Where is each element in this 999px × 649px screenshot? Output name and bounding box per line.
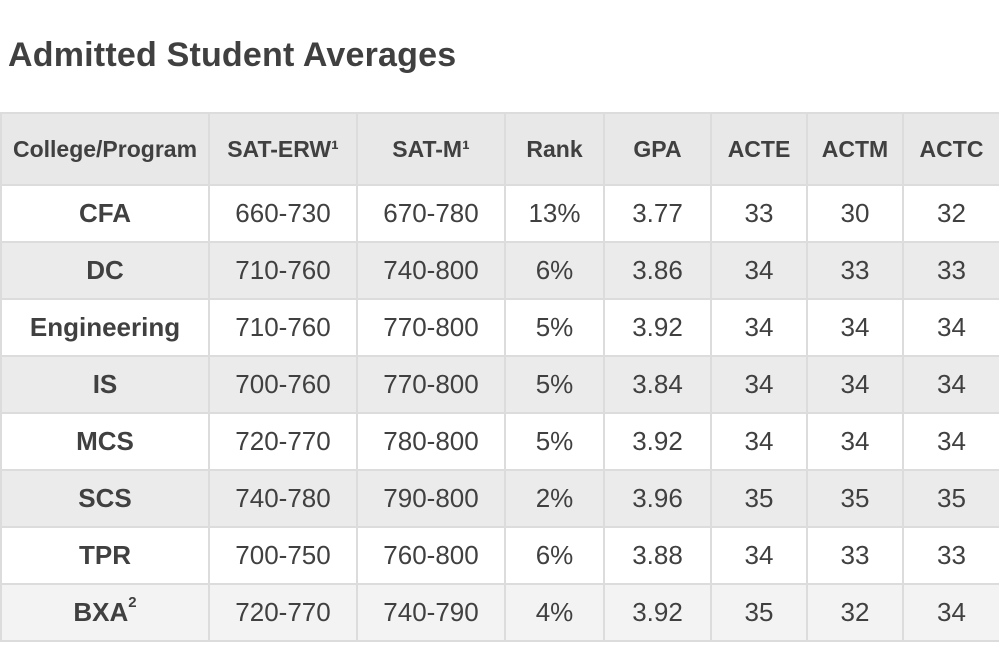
table-cell: 35 — [806, 469, 904, 528]
column-header: ACTM — [806, 112, 904, 186]
program-name: SCS — [78, 483, 132, 513]
program-name: IS — [92, 369, 118, 399]
table-cell: 33 — [710, 184, 808, 243]
program-name: CFA — [79, 198, 131, 228]
table-cell: 34 — [902, 583, 999, 642]
column-header: ACTC — [902, 112, 999, 186]
table-cell: 740-800 — [356, 241, 506, 300]
table-cell: 35 — [710, 583, 808, 642]
table-row: MCS 720-770 780-800 5% 3.92 34 34 34 — [0, 412, 999, 471]
column-header: GPA — [603, 112, 712, 186]
table-cell: 770-800 — [356, 298, 506, 357]
program-name: MCS — [76, 426, 134, 456]
column-header: SAT-ERW¹ — [208, 112, 358, 186]
column-header: College/Program — [0, 112, 210, 186]
table-cell: 34 — [710, 241, 808, 300]
table-cell: 34 — [710, 298, 808, 357]
table-cell: 790-800 — [356, 469, 506, 528]
program-name: DC — [86, 255, 124, 285]
table-cell: 33 — [902, 241, 999, 300]
table-cell: 33 — [806, 241, 904, 300]
table-cell: 13% — [504, 184, 605, 243]
program-cell: MCS — [0, 412, 210, 471]
program-cell: TPR — [0, 526, 210, 585]
table-cell: 33 — [902, 526, 999, 585]
table-cell: 35 — [710, 469, 808, 528]
table-cell: 5% — [504, 298, 605, 357]
footnote-marker: 2 — [128, 594, 137, 611]
program-cell: DC — [0, 241, 210, 300]
table-cell: 34 — [902, 412, 999, 471]
table-cell: 2% — [504, 469, 605, 528]
table-cell: 34 — [806, 298, 904, 357]
table-cell: 34 — [902, 355, 999, 414]
table-cell: 760-800 — [356, 526, 506, 585]
program-cell: IS — [0, 355, 210, 414]
program-name: BXA — [73, 597, 129, 627]
program-name: TPR — [79, 540, 131, 570]
table-cell: 3.92 — [603, 298, 712, 357]
table-row: Engineering 710-760 770-800 5% 3.92 34 34 34 — [0, 298, 999, 357]
table-cell: 710-760 — [208, 298, 358, 357]
table-cell: 720-770 — [208, 583, 358, 642]
table-row: TPR 700-750 760-800 6% 3.88 34 33 33 — [0, 526, 999, 585]
table-cell: 3.88 — [603, 526, 712, 585]
table-cell: 34 — [710, 355, 808, 414]
table-cell: 32 — [902, 184, 999, 243]
program-cell: SCS — [0, 469, 210, 528]
table-cell: 30 — [806, 184, 904, 243]
table-cell: 780-800 — [356, 412, 506, 471]
table-cell: 5% — [504, 412, 605, 471]
table-cell: 34 — [902, 298, 999, 357]
program-cell: Engineering — [0, 298, 210, 357]
table-cell: 4% — [504, 583, 605, 642]
program-cell: CFA — [0, 184, 210, 243]
program-name: Engineering — [29, 312, 181, 342]
table-cell: 700-760 — [208, 355, 358, 414]
table-header-row: College/Program SAT-ERW¹ SAT-M¹ Rank GPA ACTE… — [0, 112, 999, 186]
program-cell: BXA2 — [0, 583, 210, 642]
table-cell: 670-780 — [356, 184, 506, 243]
table-cell: 6% — [504, 241, 605, 300]
table-cell: 700-750 — [208, 526, 358, 585]
table-row: CFA 660-730 670-780 13% 3.77 33 30 32 — [0, 184, 999, 243]
table-cell: 33 — [806, 526, 904, 585]
table-cell: 740-780 — [208, 469, 358, 528]
table-row: BXA2 720-770 740-790 4% 3.92 35 32 34 — [0, 583, 999, 642]
table-cell: 770-800 — [356, 355, 506, 414]
table-cell: 3.96 — [603, 469, 712, 528]
table-cell: 34 — [710, 526, 808, 585]
table-cell: 3.86 — [603, 241, 712, 300]
table-cell: 6% — [504, 526, 605, 585]
table-cell: 3.92 — [603, 583, 712, 642]
table-cell: 34 — [806, 412, 904, 471]
column-header: SAT-M¹ — [356, 112, 506, 186]
table-cell: 3.84 — [603, 355, 712, 414]
table-row: DC 710-760 740-800 6% 3.86 34 33 33 — [0, 241, 999, 300]
table-cell: 34 — [806, 355, 904, 414]
table-cell: 710-760 — [208, 241, 358, 300]
table-cell: 660-730 — [208, 184, 358, 243]
table-cell: 35 — [902, 469, 999, 528]
column-header: ACTE — [710, 112, 808, 186]
table-cell: 34 — [710, 412, 808, 471]
table-cell: 740-790 — [356, 583, 506, 642]
table-cell: 720-770 — [208, 412, 358, 471]
table-cell: 5% — [504, 355, 605, 414]
table-body: CFA 660-730 670-780 13% 3.77 33 30 32 DC 710-760 7… — [0, 184, 999, 642]
table-row: SCS 740-780 790-800 2% 3.96 35 35 35 — [0, 469, 999, 528]
column-header: Rank — [504, 112, 605, 186]
page-title: Admitted Student Averages — [8, 36, 457, 74]
table-cell: 3.77 — [603, 184, 712, 243]
admitted-averages-table: College/Program SAT-ERW¹ SAT-M¹ Rank GPA ACTE… — [0, 112, 999, 642]
table-row: IS 700-760 770-800 5% 3.84 34 34 34 — [0, 355, 999, 414]
table-cell: 32 — [806, 583, 904, 642]
table-cell: 3.92 — [603, 412, 712, 471]
